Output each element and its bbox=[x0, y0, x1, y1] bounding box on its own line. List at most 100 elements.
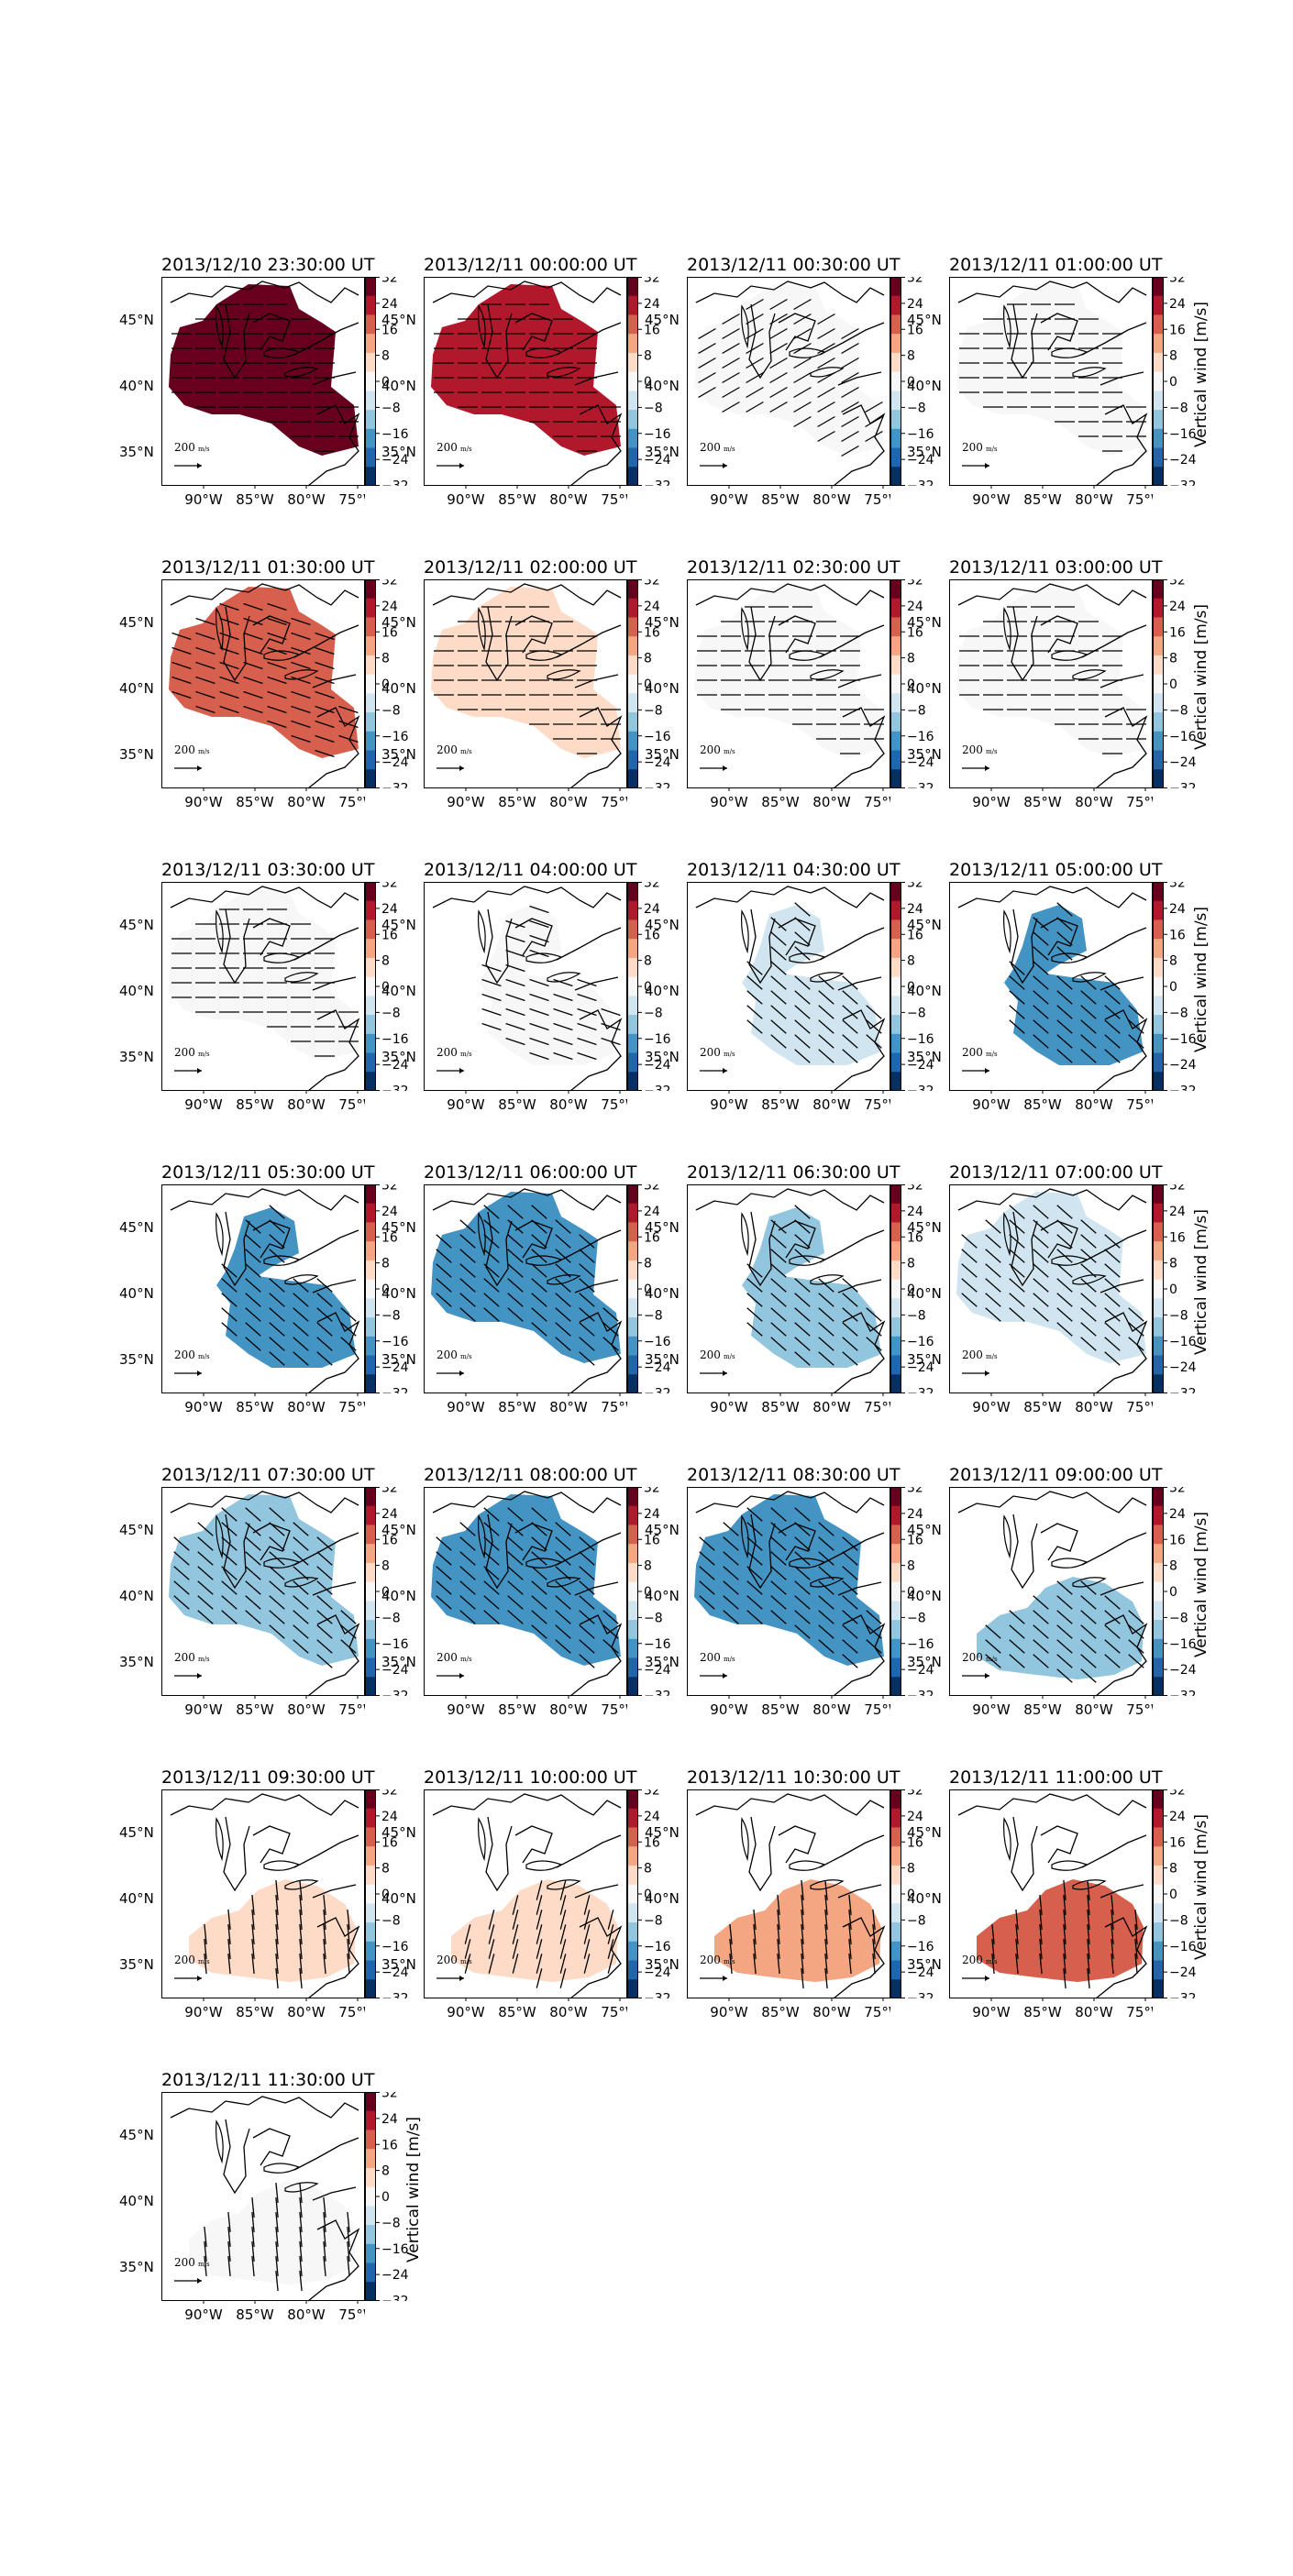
x-tick-label: 75°W bbox=[864, 794, 890, 810]
wind-vector bbox=[483, 1293, 500, 1307]
wind-vector bbox=[507, 1566, 524, 1580]
wind-vector bbox=[818, 1307, 834, 1322]
colorbar-tick-label: 0 bbox=[1169, 1282, 1177, 1297]
wind-vector bbox=[770, 961, 787, 975]
wind-vector bbox=[817, 371, 835, 384]
colorbar-tick-label: 32 bbox=[381, 1789, 398, 1799]
colorbar-swatch bbox=[627, 1884, 638, 1904]
wind-vector bbox=[219, 705, 239, 714]
wind-vector bbox=[316, 1551, 333, 1566]
colorbar-tick-label: 24 bbox=[381, 1507, 398, 1522]
wind-vector bbox=[1080, 975, 1097, 990]
wind-vector bbox=[746, 1580, 763, 1595]
wind-vector bbox=[770, 1610, 787, 1624]
wind-vector bbox=[219, 661, 239, 670]
colorbar-tick-label: 8 bbox=[1169, 1257, 1177, 1271]
wind-vector bbox=[794, 1580, 811, 1595]
colorbar-tick-label: 32 bbox=[644, 277, 660, 286]
y-tick-label: 35°N bbox=[119, 1049, 154, 1065]
scale-units: m/s bbox=[198, 1656, 210, 1663]
map-panel: 2013/12/11 09:00:00 UT 200 m/s 90°W 85°W 80°W… bbox=[907, 1465, 1210, 1718]
y-tick-label: 35°N bbox=[381, 1049, 416, 1065]
wind-vector bbox=[559, 1954, 567, 1974]
x-tick-label: 90°W bbox=[184, 2004, 223, 2020]
colorbar-swatch bbox=[365, 2110, 376, 2130]
coastline bbox=[170, 1188, 360, 1394]
y-tick-label: 40°N bbox=[119, 378, 154, 394]
wind-vector bbox=[770, 1522, 787, 1536]
y-tick-label: 35°N bbox=[119, 2259, 154, 2275]
wind-vector bbox=[555, 1624, 571, 1639]
colorbar-tick-label: −16 bbox=[644, 1335, 671, 1349]
colorbar-tick-label: −24 bbox=[644, 453, 671, 468]
scale-units: m/s bbox=[198, 446, 210, 453]
wind-vector bbox=[1039, 1953, 1043, 1975]
wind-vector bbox=[729, 1938, 733, 1960]
wind-vector bbox=[204, 1923, 207, 1945]
x-tick-label: 90°W bbox=[710, 794, 748, 810]
wind-vector bbox=[961, 1234, 978, 1249]
colorbar-tick-label: 0 bbox=[907, 1585, 915, 1600]
wind-vector bbox=[848, 1909, 852, 1931]
wind-vector bbox=[1080, 1668, 1097, 1683]
colorbar-swatch bbox=[890, 1562, 901, 1583]
wind-vector bbox=[227, 1909, 231, 1931]
wind-vector bbox=[1080, 1322, 1097, 1337]
scale-label: 200 bbox=[700, 1046, 721, 1059]
y-tick-label: 35°N bbox=[645, 444, 680, 460]
wind-vector bbox=[555, 1536, 571, 1551]
wind-vector bbox=[505, 993, 525, 1002]
colorbar-swatch bbox=[365, 1941, 376, 1962]
colorbar-tick-label: −16 bbox=[907, 1335, 934, 1349]
y-tick-label: 40°N bbox=[381, 1588, 416, 1604]
wind-vector bbox=[794, 1522, 811, 1536]
wind-vector bbox=[1063, 1879, 1066, 1901]
wind-vector bbox=[583, 1910, 591, 1930]
scale-units: m/s bbox=[460, 748, 472, 755]
scale-units: m/s bbox=[460, 1958, 472, 1965]
wind-vector bbox=[769, 371, 788, 384]
colorbar-tick-label: 0 bbox=[907, 1282, 915, 1297]
colorbar-frame bbox=[627, 1184, 638, 1393]
colorbar-swatch bbox=[365, 447, 376, 468]
colorbar-tick-label: 16 bbox=[1169, 625, 1186, 640]
colorbar-tick-label: 8 bbox=[907, 652, 915, 666]
colorbar-tick-label: 16 bbox=[381, 1533, 398, 1547]
colorbar-tick-label: −24 bbox=[381, 1965, 409, 1980]
x-tick-label: 85°W bbox=[236, 794, 274, 810]
wind-vector bbox=[842, 975, 858, 990]
scale-arrow-head bbox=[197, 1673, 202, 1679]
colorbar-swatch bbox=[890, 371, 901, 391]
scale-label: 200 bbox=[962, 743, 983, 756]
colorbar-tick-label: 8 bbox=[1169, 1862, 1177, 1877]
wind-vector bbox=[243, 646, 263, 655]
scale-arrow-head bbox=[197, 463, 202, 468]
colorbar-tick-label: −8 bbox=[907, 401, 926, 415]
wind-vector bbox=[507, 1307, 524, 1322]
colorbar-swatch bbox=[890, 882, 901, 902]
scale-units: m/s bbox=[460, 1656, 472, 1663]
colorbar-label: Vertical wind [m/s] bbox=[404, 2116, 423, 2262]
wind-vector bbox=[746, 1278, 763, 1293]
coastline bbox=[695, 281, 886, 487]
wind-vector bbox=[1080, 1595, 1097, 1610]
wind-vector bbox=[483, 1234, 500, 1249]
wind-vector bbox=[347, 1938, 350, 1960]
y-tick-label: 45°N bbox=[119, 2127, 154, 2143]
wind-vector bbox=[866, 1610, 882, 1624]
wind-vector bbox=[577, 993, 597, 1002]
wind-vector bbox=[777, 1894, 780, 1916]
colorbar-label: Vertical wind [m/s] bbox=[1192, 301, 1210, 447]
wind-vector bbox=[483, 1610, 500, 1624]
x-tick-label: 80°W bbox=[812, 491, 851, 508]
wind-vector bbox=[794, 1034, 811, 1049]
map-panel: 2013/12/11 09:30:00 UT 200 m/s 90°W 85°W 80°W… bbox=[119, 1767, 418, 2020]
wind-vector bbox=[227, 1923, 231, 1945]
wind-vector bbox=[1033, 1005, 1049, 1019]
colorbar-tick-label: −24 bbox=[907, 1965, 934, 1980]
colorbar-tick-label: −16 bbox=[644, 1940, 671, 1954]
